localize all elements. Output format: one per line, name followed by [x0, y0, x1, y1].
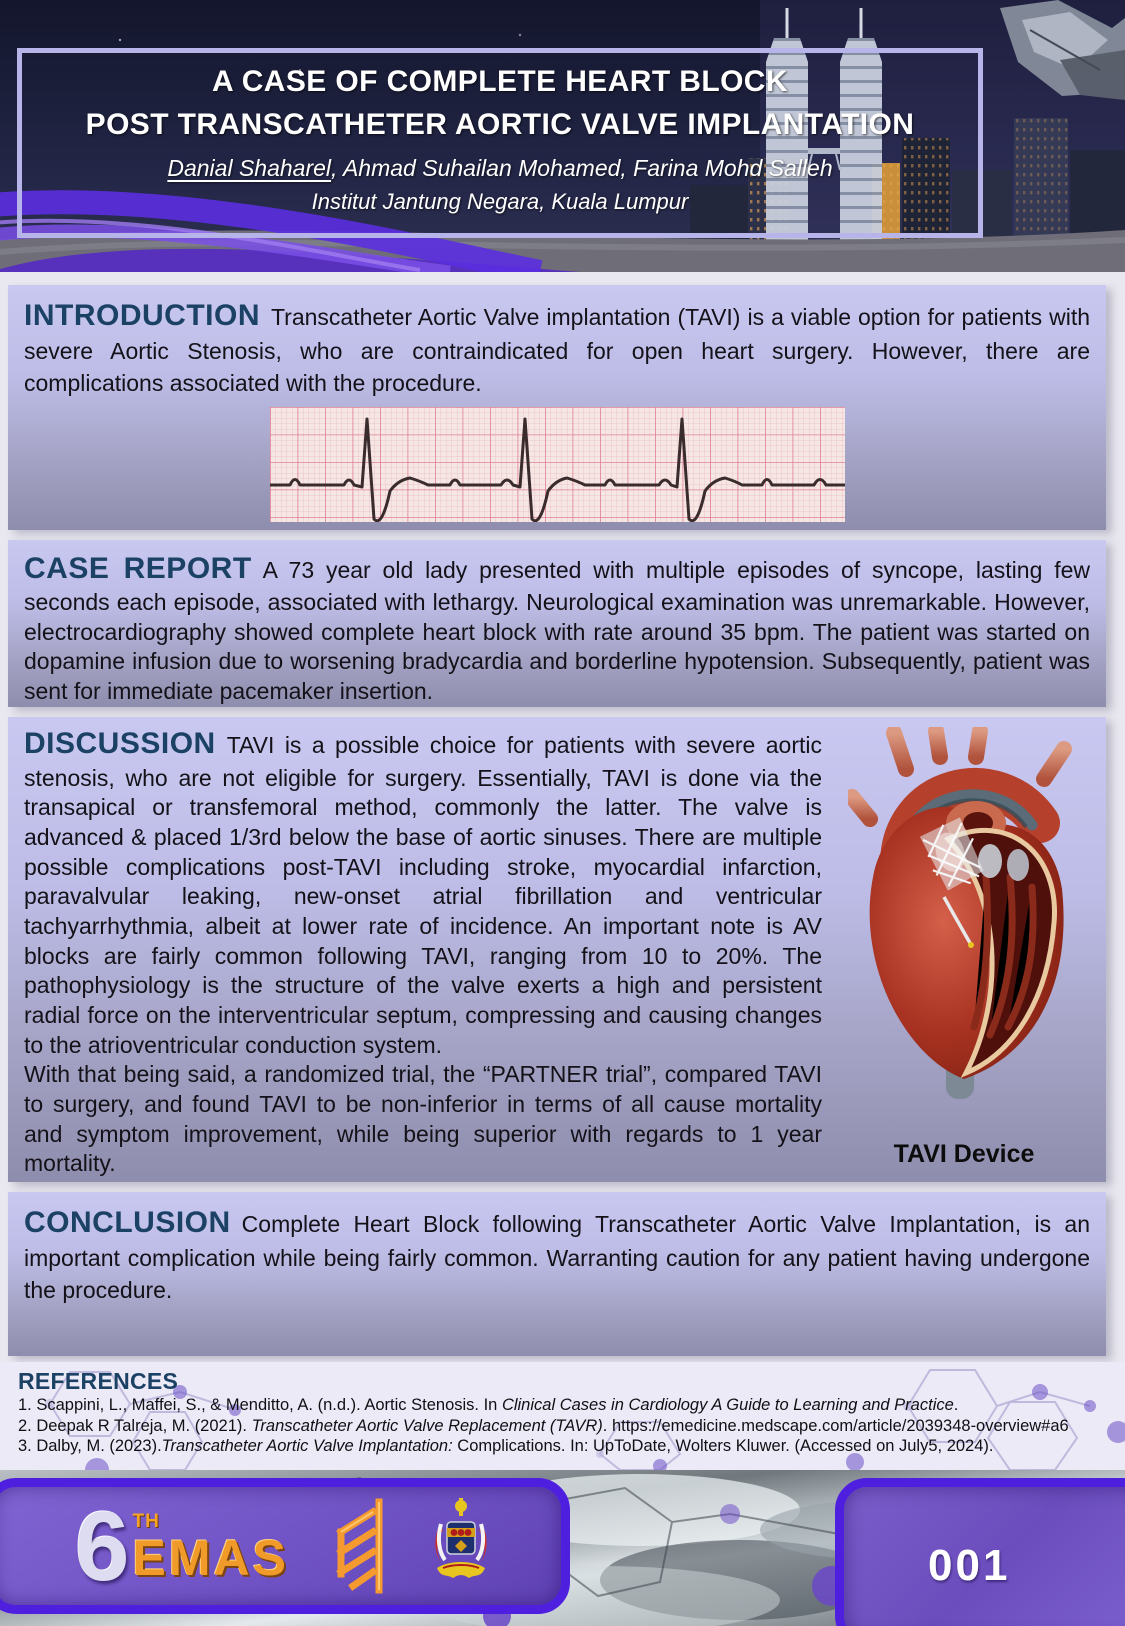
poster-number: 001 — [928, 1541, 1011, 1590]
reference-2-suffix: . https://emedicine.medscape.com/article… — [602, 1416, 1069, 1435]
poster-number-box: 001 — [835, 1478, 1125, 1626]
reference-3-italic: Transcatheter Aortic Valve Implantation: — [161, 1437, 453, 1456]
discussion-panel: TAVI Device DISCUSSION TAVI is a possible… — [8, 717, 1106, 1182]
reference-item-2: 2. Deepak R Talreja, M. (2021). Transcat… — [18, 1416, 1125, 1437]
petronas-towers — [766, 8, 882, 272]
introduction-body: Transcatheter Aortic Valve implantation … — [24, 304, 1090, 396]
authors-line: Danial Shaharel, Ahmad Suhailan Mohamed,… — [22, 155, 978, 182]
discussion-paragraph-2: With that being said, a randomized trial… — [24, 1061, 822, 1177]
discussion-heading: DISCUSSION — [24, 727, 216, 760]
case-report-body: A 73 year old lady presented with multip… — [24, 557, 1090, 704]
poster-footer: 6 TH EMAS — [0, 1470, 1125, 1626]
case-report-paragraph: CASE REPORT A 73 year old lady presented … — [24, 550, 1090, 706]
ecg-strip-svg — [268, 407, 846, 523]
conference-logo-bar: 6 TH EMAS — [0, 1478, 570, 1614]
emas-6th-logo: 6 TH EMAS — [75, 1490, 289, 1601]
kl-night-skyline-background — [0, 0, 1125, 272]
reference-item-1: 1. Scappini, L., Maffei, S., & Menditto,… — [18, 1395, 1125, 1416]
tavi-device-caption: TAVI Device — [893, 1140, 1035, 1168]
molecule-hexagon-decoration — [45, 1369, 1125, 1470]
introduction-heading: INTRODUCTION — [24, 299, 260, 332]
references-section: REFERENCES 1. Scappini, L., Maffei, S., … — [0, 1362, 1125, 1470]
reference-2-italic: Transcatheter Aortic Valve Replacement (… — [251, 1416, 603, 1435]
reference-item-3: 3. Dalby, M. (2023).Transcatheter Aortic… — [18, 1436, 1125, 1457]
case-report-heading: CASE REPORT — [24, 552, 252, 585]
poster-title-line1: A CASE OF COMPLETE HEART BLOCK — [212, 65, 788, 98]
heart-tavi-illustration — [848, 727, 1072, 1099]
introduction-panel: INTRODUCTION Transcatheter Aortic Valve i… — [8, 285, 1106, 530]
ecg-strip-image — [268, 407, 846, 523]
poster-header: A CASE OF COMPLETE HEART BLOCK POST TRAN… — [0, 0, 1125, 272]
reference-2-text: 2. Deepak R Talreja, M. (2021). — [18, 1416, 252, 1435]
reference-3-suffix: Complications. In: UpToDate, Wolters Klu… — [452, 1437, 994, 1456]
discussion-paragraph-1: DISCUSSION TAVI is a possible choice for … — [24, 725, 1090, 1060]
chevron-building-logo — [336, 1498, 383, 1594]
ecg-trace — [268, 417, 846, 523]
reference-1-text: 1. Scappini, L., Maffei, S., & Menditto,… — [18, 1396, 502, 1414]
case-report-panel: CASE REPORT A 73 year old lady presented … — [8, 540, 1106, 707]
introduction-paragraph: INTRODUCTION Transcatheter Aortic Valve i… — [24, 295, 1090, 399]
tavi-stent — [919, 817, 984, 891]
co-authors: , Ahmad Suhailan Mohamed, Farina Mohd Sa… — [331, 155, 833, 181]
spaceship — [1000, 0, 1125, 100]
emas-number: 6 — [75, 1490, 130, 1601]
college-crest-logo — [435, 1498, 487, 1578]
poster-title-line2: POST TRANSCATHETER AORTIC VALVE IMPLANTA… — [85, 108, 915, 141]
reference-1-italic: Clinical Cases in Cardiology A Guide to … — [501, 1396, 954, 1414]
conclusion-body: Complete Heart Block following Transcath… — [24, 1211, 1090, 1303]
presenting-author: Danial Shaharel — [167, 155, 332, 181]
title-box: A CASE OF COMPLETE HEART BLOCK POST TRAN… — [17, 48, 983, 238]
conclusion-heading: CONCLUSION — [24, 1206, 231, 1239]
conclusion-paragraph: CONCLUSION Complete Heart Block following… — [24, 1202, 1090, 1306]
discussion-body-1: TAVI is a possible choice for patients w… — [24, 732, 822, 1058]
reference-3-text: 3. Dalby, M. (2023). — [18, 1437, 162, 1456]
reference-1-suffix: . — [953, 1396, 959, 1414]
references-heading: REFERENCES — [18, 1368, 179, 1394]
emas-wordmark: EMAS — [132, 1529, 289, 1586]
conclusion-panel: CONCLUSION Complete Heart Block following… — [8, 1192, 1106, 1356]
emas-th-superscript: TH — [132, 1510, 160, 1532]
tavi-device-figure: TAVI Device — [838, 727, 1090, 1169]
affiliation-line: Institut Jantung Negara, Kuala Lumpur — [311, 189, 689, 214]
